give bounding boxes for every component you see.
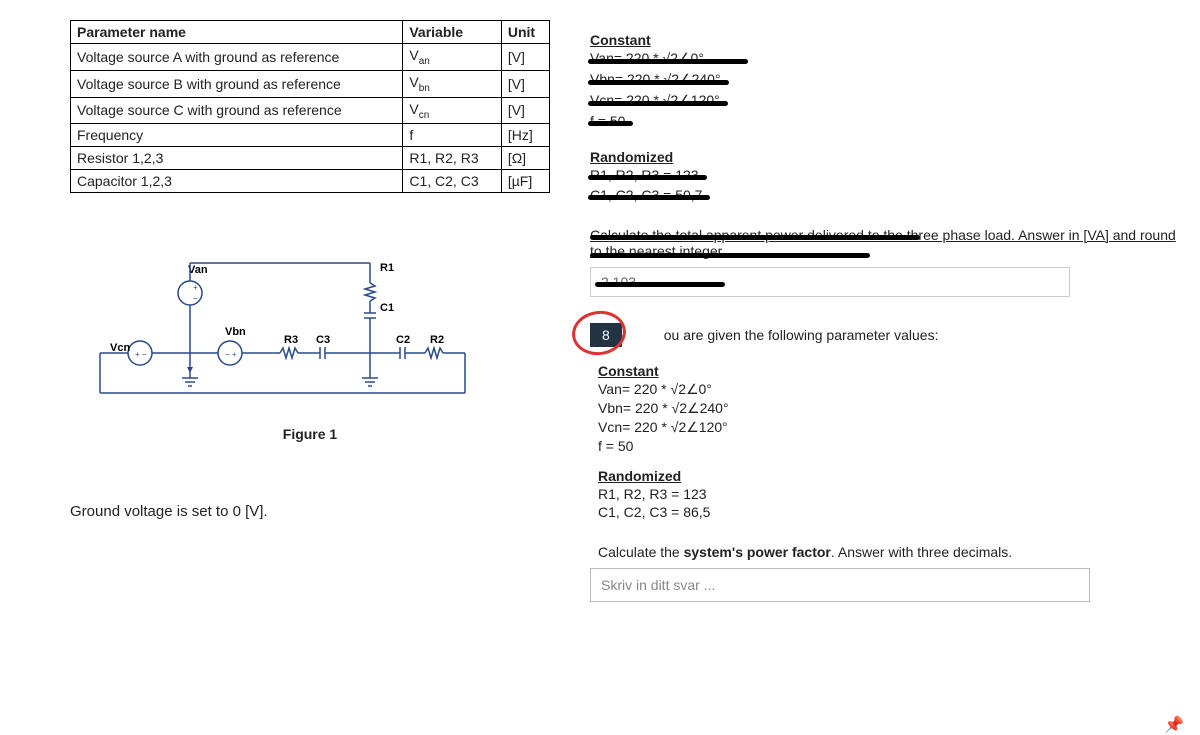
q7-question: Calculate the total apparent power deliv…	[590, 227, 1190, 259]
svg-text:Vcn: Vcn	[110, 342, 130, 354]
circuit-figure: + − Van − + Vbn + − Vcn R1	[70, 223, 550, 463]
randomized-heading: Randomized	[590, 149, 1190, 165]
q8-r: R1, R2, R3 = 123	[598, 486, 1190, 502]
circuit-svg: + − Van − + Vbn + − Vcn R1	[70, 223, 490, 413]
answer-input[interactable]: Skriv in ditt svar ...	[590, 568, 1090, 602]
th-parameter: Parameter name	[71, 21, 403, 44]
q8-vbn: Vbn= 220 * √2∠240°	[598, 400, 1190, 417]
q7-r: R1, R2, R3 = 123	[590, 167, 699, 183]
q8-vcn: Vcn= 220 * √2∠120°	[598, 419, 1190, 436]
q7-block: Constant Van= 220 * √2∠0° Vbn= 220 * √2∠…	[590, 32, 1190, 297]
svg-text:C1: C1	[380, 302, 394, 314]
pin-icon[interactable]: 📌	[1164, 715, 1184, 735]
table-row: Resistor 1,2,3 R1, R2, R3 [Ω]	[71, 147, 550, 170]
q7-vcn: Vcn= 220 * √2∠120°	[590, 92, 720, 109]
table-row: Capacitor 1,2,3 C1, C2, C3 [µF]	[71, 170, 550, 193]
figure-caption: Figure 1	[70, 426, 550, 442]
q8-c: C1, C2, C3 = 86,5	[598, 504, 1190, 520]
q8-randomized-heading: Randomized	[598, 468, 1190, 484]
table-row: Voltage source A with ground as referenc…	[71, 44, 550, 71]
svg-text:Vbn: Vbn	[225, 326, 246, 338]
table-row: Voltage source B with ground as referenc…	[71, 70, 550, 97]
svg-text:R1: R1	[380, 262, 394, 274]
th-variable: Variable	[403, 21, 501, 44]
parameter-table: Parameter name Variable Unit Voltage sou…	[70, 20, 550, 193]
svg-text:C3: C3	[316, 334, 330, 346]
q7-answer-preview: 2 103	[590, 267, 1070, 297]
svg-text:R3: R3	[284, 334, 298, 346]
table-row: Frequency f [Hz]	[71, 124, 550, 147]
q8-block: 8 📌 You are given the following paramete…	[590, 323, 1190, 602]
question-number-badge: 8	[590, 323, 622, 347]
svg-text:−: −	[193, 294, 198, 303]
constant-heading: Constant	[590, 32, 1190, 48]
svg-text:C2: C2	[396, 334, 410, 346]
svg-text:Van: Van	[188, 264, 208, 276]
svg-text:+ −: + −	[135, 350, 147, 359]
ground-note: Ground voltage is set to 0 [V].	[70, 503, 550, 520]
table-row: Voltage source C with ground as referenc…	[71, 97, 550, 124]
q8-question: Calculate the system's power factor. Ans…	[598, 544, 1190, 560]
svg-text:+: +	[193, 283, 198, 292]
q7-vbn: Vbn= 220 * √2∠240°	[590, 71, 721, 88]
th-unit: Unit	[501, 21, 549, 44]
q7-f: f = 50	[590, 113, 625, 129]
svg-text:R2: R2	[430, 334, 444, 346]
q7-c: C1, C2, C3 = 50,7	[590, 187, 702, 203]
q8-constant-heading: Constant	[598, 363, 1190, 379]
q8-f: f = 50	[598, 438, 1190, 454]
q7-van: Van= 220 * √2∠0°	[590, 50, 704, 67]
q8-given-text: You are given the following parameter va…	[656, 327, 939, 343]
q8-van: Van= 220 * √2∠0°	[598, 381, 1190, 398]
svg-text:− +: − +	[225, 350, 237, 359]
